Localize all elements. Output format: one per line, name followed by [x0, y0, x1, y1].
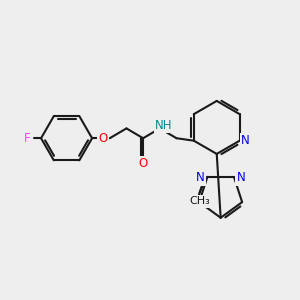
Text: CH₃: CH₃ [189, 196, 210, 206]
Text: F: F [24, 132, 30, 145]
Text: O: O [98, 132, 107, 145]
Text: NH: NH [155, 119, 172, 132]
Text: N: N [196, 171, 205, 184]
Text: O: O [139, 157, 148, 170]
Text: N: N [236, 171, 245, 184]
Text: N: N [241, 134, 250, 147]
